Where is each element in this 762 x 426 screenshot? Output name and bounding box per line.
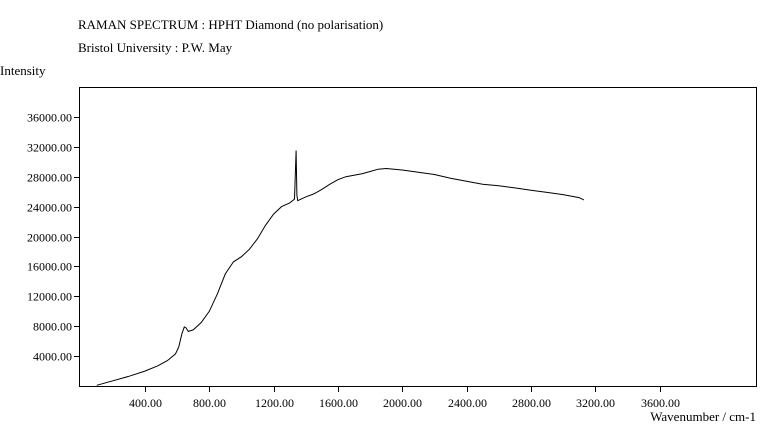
x-tick-label: 1200.00 [255, 396, 294, 410]
x-tick-label: 800.00 [193, 396, 226, 410]
x-tick-label: 2800.00 [512, 396, 551, 410]
y-tick-label: 28000.00 [27, 171, 72, 185]
y-axis: 4000.00 8000.00 12000.00 16000.00 20000.00 24… [27, 111, 80, 364]
y-tick-label: 8000.00 [33, 320, 72, 334]
x-tick-label: 3600.00 [641, 396, 680, 410]
x-tick-label: 2000.00 [383, 396, 422, 410]
chart-subtitle: Bristol University : P.W. May [78, 40, 233, 55]
x-tick-label: 1600.00 [319, 396, 358, 410]
y-tick-label: 4000.00 [33, 350, 72, 364]
y-tick-label: 32000.00 [27, 141, 72, 155]
x-axis-label: Wavenumber / cm-1 [650, 409, 756, 424]
y-tick-label: 12000.00 [27, 290, 72, 304]
y-tick-label: 36000.00 [27, 111, 72, 125]
chart-title: RAMAN SPECTRUM : HPHT Diamond (no polari… [78, 17, 384, 32]
x-tick-label: 400.00 [129, 396, 162, 410]
y-tick-label: 24000.00 [27, 201, 72, 215]
y-tick-label: 20000.00 [27, 231, 72, 245]
plot-frame [79, 87, 757, 387]
y-axis-label: Intensity [0, 63, 46, 78]
x-tick-label: 3200.00 [576, 396, 615, 410]
x-tick-label: 2400.00 [448, 396, 487, 410]
x-axis: 400.00 800.00 1200.00 1600.00 2000.00 2400.00… [129, 386, 680, 410]
y-tick-label: 16000.00 [27, 260, 72, 274]
spectrum-line [96, 150, 585, 386]
